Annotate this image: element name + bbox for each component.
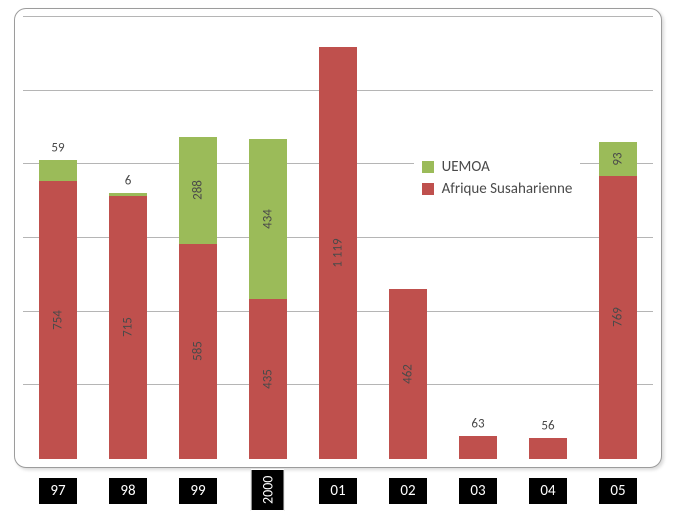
bar-value-afrique: 769 bbox=[611, 307, 626, 327]
bar-segment-uemoa: 93 bbox=[599, 142, 638, 176]
bar-value-afrique: 462 bbox=[401, 364, 416, 384]
bar-group: 63 bbox=[459, 436, 498, 459]
bar-segment-uemoa: 6 bbox=[109, 193, 148, 195]
bar-value-uemoa: 6 bbox=[125, 174, 132, 189]
bar-segment-afrique: 585 bbox=[179, 244, 218, 459]
x-axis-label: 99 bbox=[178, 477, 219, 505]
bar-segment-uemoa: 434 bbox=[249, 139, 288, 299]
legend-label: UEMOA bbox=[442, 158, 490, 176]
bar-segment-afrique: 56 bbox=[529, 438, 568, 459]
bar-segment-afrique: 754 bbox=[39, 181, 78, 459]
bar-group: 715 6 bbox=[109, 193, 148, 459]
bars-container: 754 59 715 6 585 288 435 434 1 119 462 63 56 769 93 bbox=[23, 17, 653, 459]
bar-group: 56 bbox=[529, 438, 568, 459]
bar-segment-afrique: 1 119 bbox=[319, 47, 358, 459]
bar-segment-afrique: 769 bbox=[599, 176, 638, 459]
bar-segment-afrique: 462 bbox=[389, 289, 428, 459]
bar-group: 462 bbox=[389, 289, 428, 459]
x-axis-label: 02 bbox=[388, 477, 429, 505]
legend-label: Afrique Susaharienne bbox=[442, 180, 573, 198]
x-axis-labels: 97989920000102030405 bbox=[14, 471, 660, 505]
bar-segment-afrique: 435 bbox=[249, 299, 288, 459]
bar-value-uemoa: 93 bbox=[611, 152, 626, 165]
bar-value-uemoa: 434 bbox=[261, 209, 276, 229]
x-axis-label: 98 bbox=[108, 477, 149, 505]
x-axis-label: 2000 bbox=[251, 469, 285, 511]
bar-segment-uemoa: 288 bbox=[179, 137, 218, 243]
x-axis-label: 03 bbox=[458, 477, 499, 505]
bar-value-afrique: 435 bbox=[261, 369, 276, 389]
bar-value-afrique: 1 119 bbox=[331, 238, 346, 267]
page-root: 754 59 715 6 585 288 435 434 1 119 462 63 56 769 93 U… bbox=[0, 0, 674, 507]
bar-group: 435 434 bbox=[249, 139, 288, 459]
bar-group: 754 59 bbox=[39, 160, 78, 459]
bar-value-afrique: 56 bbox=[541, 419, 554, 434]
bar-group: 585 288 bbox=[179, 137, 218, 459]
chart-frame: 754 59 715 6 585 288 435 434 1 119 462 63 56 769 93 U… bbox=[14, 8, 662, 468]
bar-group: 769 93 bbox=[599, 142, 638, 460]
legend-row: Afrique Susaharienne bbox=[422, 180, 573, 198]
x-axis-label: 05 bbox=[598, 477, 639, 505]
bar-segment-afrique: 715 bbox=[109, 196, 148, 459]
legend: UEMOA Afrique Susaharienne bbox=[414, 150, 581, 206]
bar-segment-uemoa: 59 bbox=[39, 160, 78, 182]
bar-segment-afrique: 63 bbox=[459, 436, 498, 459]
bar-value-afrique: 715 bbox=[121, 317, 136, 337]
bar-value-uemoa: 288 bbox=[191, 181, 206, 201]
bar-value-uemoa: 59 bbox=[51, 140, 64, 155]
bar-value-afrique: 585 bbox=[191, 341, 206, 361]
bar-group: 1 119 bbox=[319, 47, 358, 459]
x-axis-label: 04 bbox=[528, 477, 569, 505]
legend-row: UEMOA bbox=[422, 158, 573, 176]
legend-swatch bbox=[422, 183, 434, 195]
legend-swatch bbox=[422, 161, 434, 173]
x-axis-label: 97 bbox=[38, 477, 79, 505]
plot-area: 754 59 715 6 585 288 435 434 1 119 462 63 56 769 93 U… bbox=[23, 17, 653, 459]
x-axis-label: 01 bbox=[318, 477, 359, 505]
bar-value-afrique: 63 bbox=[471, 416, 484, 431]
bar-value-afrique: 754 bbox=[51, 310, 66, 330]
